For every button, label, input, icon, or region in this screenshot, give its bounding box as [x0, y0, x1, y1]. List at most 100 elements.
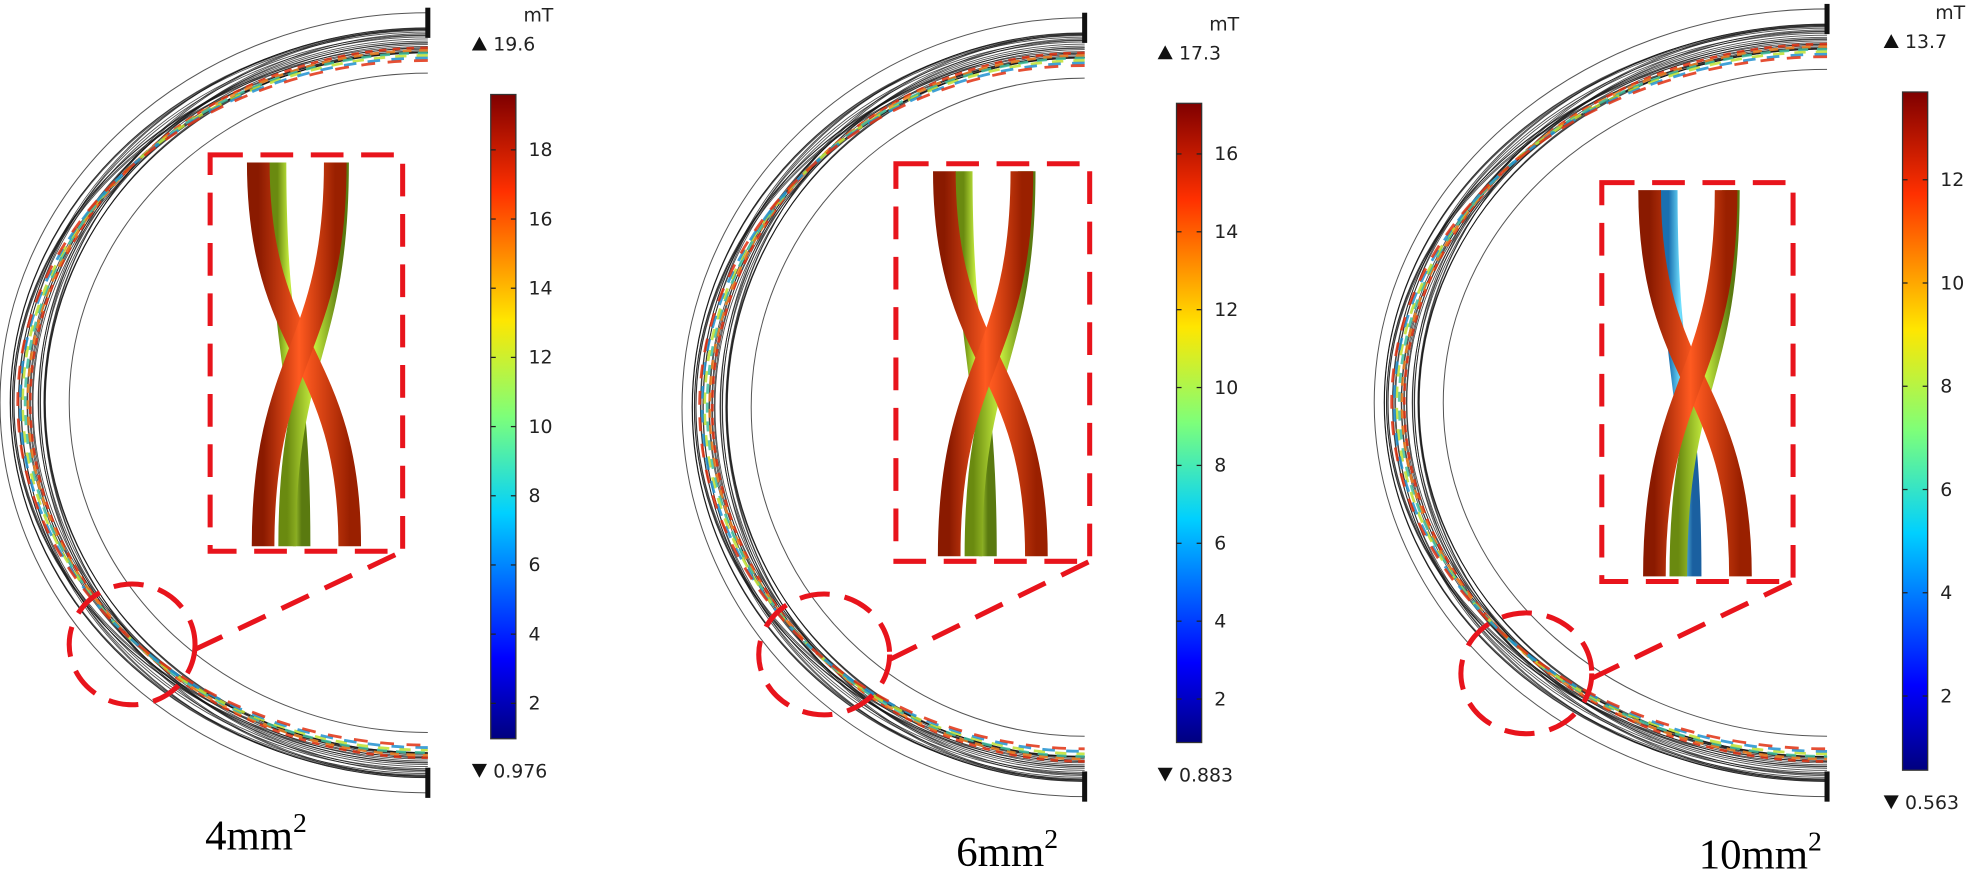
max-marker [1157, 45, 1173, 60]
inset-frame [207, 152, 406, 554]
colorbar-tick-label: 14 [1214, 221, 1238, 243]
housing-inner [750, 77, 1085, 737]
strand [1402, 42, 1828, 763]
strand [18, 56, 428, 749]
colorbar-tick-label: 10 [528, 416, 552, 438]
colorbar-tick-label: 2 [528, 693, 540, 715]
terminal [1082, 771, 1088, 802]
colorbar-tick-label: 8 [1214, 455, 1226, 477]
wire [1412, 24, 1828, 782]
colorbar-tick-label: 12 [1214, 299, 1238, 321]
wire [30, 52, 428, 754]
terminal [1824, 771, 1830, 802]
strand [698, 64, 1085, 751]
label-sup: 2 [1044, 823, 1058, 854]
wire [1392, 30, 1828, 775]
colorbar-tick-label: 6 [528, 554, 540, 576]
label-sup: 2 [1808, 826, 1822, 857]
colorbar-min: 0.883 [1179, 765, 1233, 787]
wire [1411, 38, 1828, 768]
colorbar-tick-label: 4 [1940, 582, 1952, 604]
wire [1401, 48, 1828, 757]
strand [26, 49, 428, 757]
housing-inner [68, 72, 428, 733]
wire [10, 31, 428, 774]
colorbar-tick-label: 12 [528, 347, 552, 369]
colorbar-tick-label: 4 [1214, 610, 1226, 632]
wire [722, 34, 1085, 781]
colorbar [490, 93, 517, 740]
min-marker [471, 763, 487, 778]
wire [1403, 36, 1828, 769]
wire [708, 47, 1085, 767]
colorbar-tick-label: 16 [528, 208, 552, 230]
wire [1395, 23, 1828, 782]
wire [711, 45, 1085, 769]
wire [26, 42, 428, 763]
wire [43, 35, 428, 771]
wire [714, 43, 1085, 771]
wire [720, 33, 1085, 782]
strand [705, 56, 1085, 758]
zoom-leader [888, 559, 1091, 662]
wire [1418, 45, 1828, 761]
zoom-leader [1590, 579, 1795, 681]
wire [1400, 38, 1828, 767]
colorbar-max: 13.7 [1905, 31, 1947, 53]
wire [9, 30, 428, 776]
wire [702, 41, 1085, 773]
wire [10, 28, 428, 777]
wire [20, 36, 428, 770]
colorbar-tick-label: 6 [1214, 533, 1226, 555]
wire [1386, 44, 1828, 762]
colorbar-unit: mT [1935, 2, 1965, 24]
label-base: 4mm [205, 812, 293, 859]
colorbar-unit: mT [1209, 13, 1239, 35]
min-marker [1883, 795, 1899, 810]
wire [719, 47, 1085, 768]
housing-outer [1373, 8, 1828, 798]
colorbar-tick-label: 4 [528, 623, 540, 645]
colorbar-min: 0.563 [1905, 792, 1959, 814]
housing-outer [0, 12, 428, 794]
wire [700, 39, 1085, 775]
panel-label: 10mm2 [1699, 826, 1822, 871]
wire [1418, 29, 1828, 777]
colorbar-tick-label: 8 [1940, 376, 1952, 398]
terminal [1824, 3, 1830, 35]
zoom-circle [756, 591, 893, 718]
wire [44, 33, 428, 773]
wire [726, 52, 1085, 763]
terminal [1082, 12, 1088, 43]
wire [32, 51, 428, 754]
wire [1394, 32, 1828, 773]
terminal [425, 767, 431, 798]
colorbar-tick-label: 8 [528, 485, 540, 507]
wire [1418, 43, 1828, 763]
colorbar-tick-label: 16 [1214, 143, 1238, 165]
wire [40, 29, 428, 777]
colorbar-max: 19.6 [493, 33, 535, 55]
wire [1404, 48, 1828, 757]
strand [16, 59, 428, 747]
strand [1397, 47, 1828, 758]
colorbar-tick-label: 10 [1214, 377, 1238, 399]
zoom-circle [66, 581, 198, 708]
wire [702, 32, 1085, 782]
wire [39, 44, 428, 762]
colorbar-unit: mT [523, 5, 553, 27]
housing-inner [1442, 68, 1828, 737]
wire [27, 52, 428, 754]
wire [1383, 26, 1828, 780]
strand [1395, 50, 1828, 756]
inset-frame [1599, 180, 1796, 584]
min-marker [1157, 767, 1173, 782]
wire [14, 52, 428, 754]
wire [1406, 34, 1828, 771]
label-base: 10mm [1699, 831, 1808, 871]
wire [694, 52, 1085, 762]
label-sup: 2 [293, 807, 307, 838]
